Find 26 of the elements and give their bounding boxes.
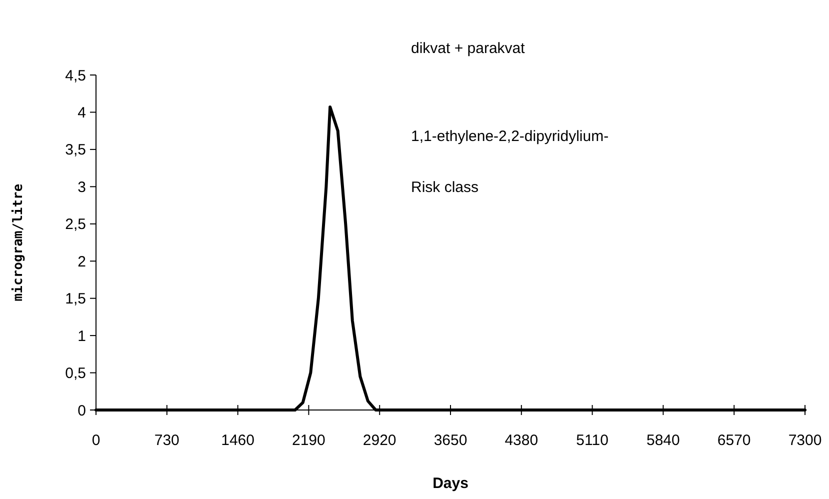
x-tick-label: 7300	[788, 432, 822, 449]
y-tick-label: 1	[78, 328, 86, 345]
x-tick-label: 2190	[292, 432, 326, 449]
y-tick-label: 1,5	[65, 290, 86, 308]
x-tick-label: 4380	[504, 432, 538, 449]
x-axis-title: Days	[432, 475, 468, 492]
y-axis-title: microgram/litre	[11, 184, 26, 302]
annotation: 1,1-ethylene-2,2-dipyridylium-	[411, 128, 609, 145]
x-tick-label: 0	[92, 432, 100, 449]
y-tick-label: 2	[78, 253, 86, 270]
y-tick-label: 2,5	[65, 216, 86, 234]
x-tick-label: 5840	[646, 432, 680, 449]
x-tick-label: 6570	[717, 432, 751, 449]
x-tick-label: 730	[154, 432, 180, 449]
y-tick-label: 0,5	[65, 365, 86, 382]
x-tick-label: 3650	[434, 432, 468, 449]
x-tick-label: 1460	[221, 432, 254, 449]
text: dikvat + parakvat	[411, 40, 526, 57]
y-tick-label: 3,5	[65, 142, 86, 159]
x-tick-label: 2920	[362, 432, 396, 449]
y-tick-label: 3	[78, 178, 86, 196]
y-tick-label: 4,5	[65, 67, 86, 84]
annotation: Risk class	[411, 179, 479, 196]
y-tick-label: 0	[78, 402, 86, 420]
y-tick-label: 4	[78, 104, 86, 122]
x-tick-label: 5110	[576, 432, 608, 449]
